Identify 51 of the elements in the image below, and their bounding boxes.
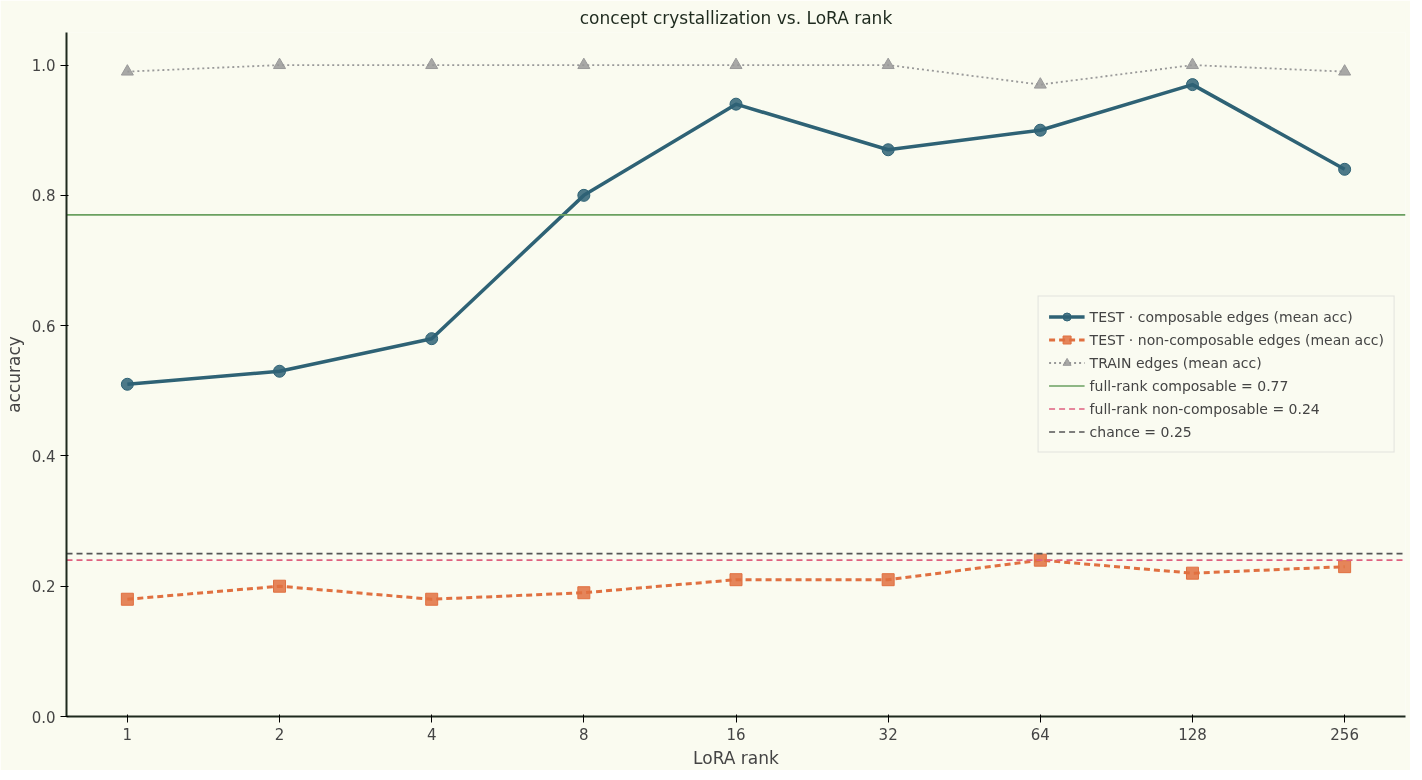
point [577,586,591,600]
x-tick-label: 64 [1030,725,1050,744]
point [425,57,439,70]
point [881,573,895,587]
point [1338,162,1352,176]
x-tick-label: 2 [274,725,285,744]
point [577,57,591,70]
point [881,57,895,70]
point [1033,553,1047,567]
point [1338,64,1352,76]
point [577,188,591,202]
x-tick-label: 4 [426,725,437,744]
y-tick-label: 0.8 [31,187,56,206]
point [1185,57,1199,70]
y-tick-label: 0.6 [31,317,56,336]
legend-label: TEST · composable edges (mean acc) [1089,308,1353,325]
y-tick-label: 0.2 [31,578,56,597]
y-tick-label: 0.0 [31,708,56,727]
point [1185,566,1199,580]
y-tick-label: 1.0 [31,57,56,76]
point [1033,77,1047,89]
point [120,377,134,391]
point [273,364,287,378]
point [729,97,743,111]
point [273,579,287,593]
point [881,143,895,157]
point [425,332,439,346]
y-tick-label: 0.4 [31,447,56,466]
y-axis-title: accuracy [3,336,24,413]
x-tick-label: 128 [1178,725,1207,744]
x-axis-title: LoRA rank [693,747,780,768]
legend-label: TEST · non-composable edges (mean acc) [1089,331,1384,348]
x-tick-label: 32 [878,725,898,744]
chart-title: concept crystallization vs. LoRA rank [579,7,893,28]
legend-label: full-rank non-composable = 0.24 [1089,400,1320,417]
x-tick-label: 1 [122,725,133,744]
x-tick-label: 8 [579,725,589,744]
point [1338,560,1352,574]
point [273,57,287,70]
x-tick-label: 256 [1330,725,1359,744]
x-tick-label: 16 [726,725,746,744]
legend-label: chance = 0.25 [1089,423,1192,440]
point [1033,123,1047,137]
point [729,573,743,587]
point [425,592,439,606]
point [1185,78,1199,92]
legend-label: TRAIN edges (mean acc) [1089,354,1262,371]
legend-label: full-rank composable = 0.77 [1089,377,1289,394]
point [120,64,134,76]
point [729,57,743,70]
point [120,592,134,606]
